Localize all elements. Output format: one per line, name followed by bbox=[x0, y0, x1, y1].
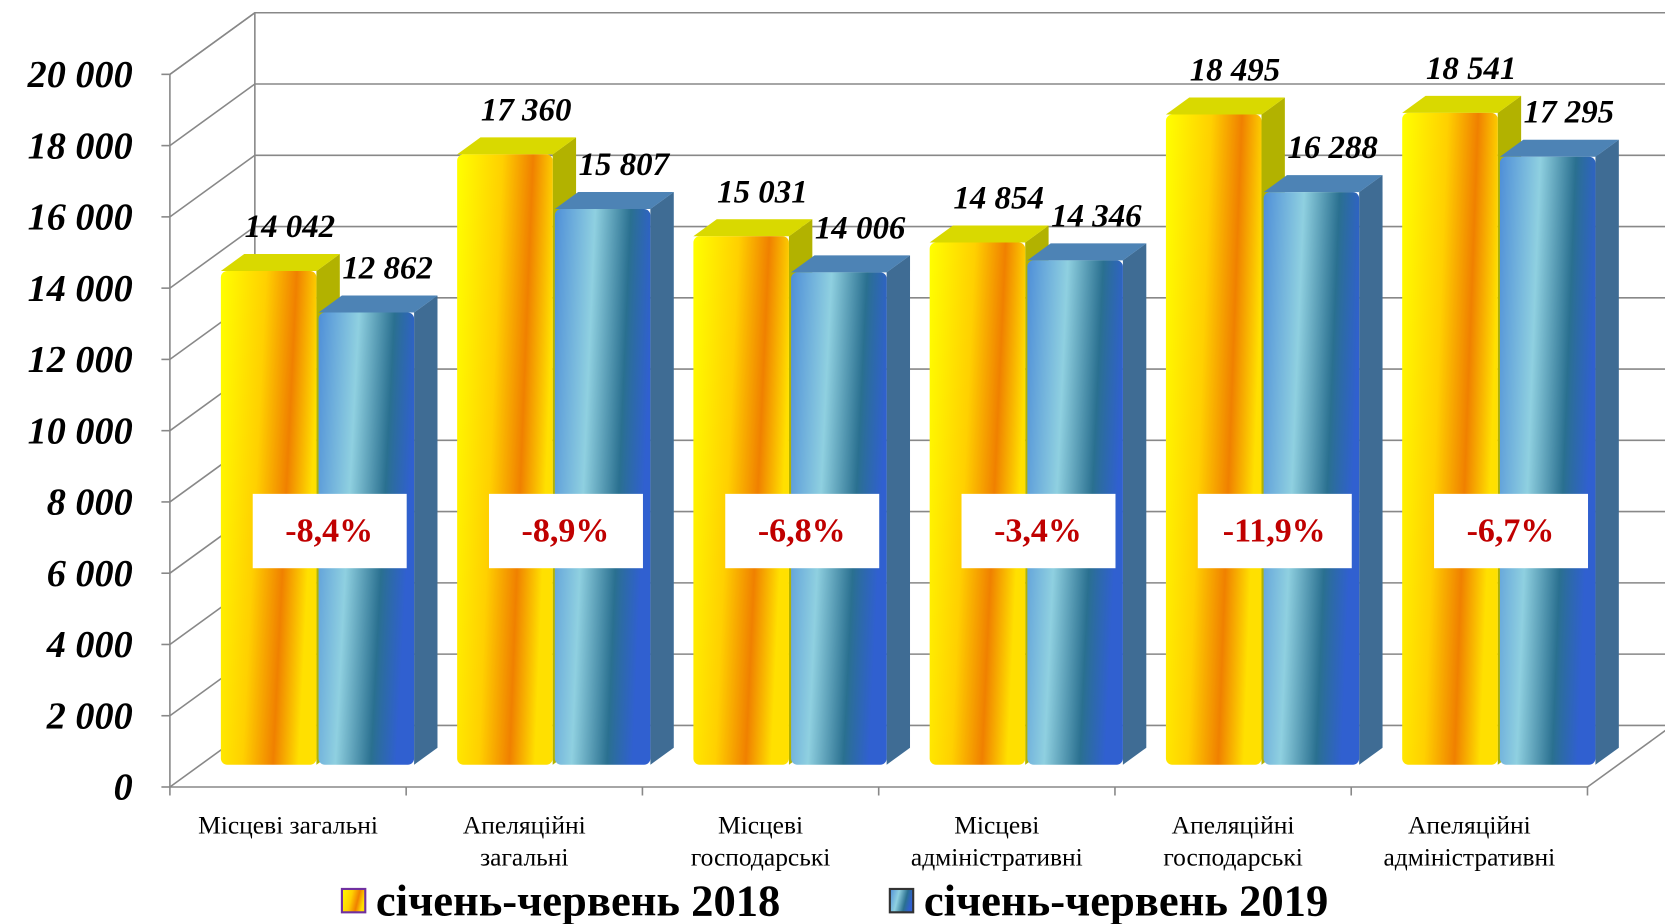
value-label: 16 288 bbox=[1287, 130, 1377, 166]
y-tick-label: 2 000 bbox=[46, 695, 133, 737]
x-tick-label: Місцеві bbox=[718, 811, 803, 840]
bar bbox=[1165, 114, 1262, 765]
y-tick-label: 8 000 bbox=[47, 482, 133, 524]
annotation-box bbox=[488, 493, 643, 569]
bar-side-shade bbox=[1359, 175, 1383, 765]
bar-top-shade bbox=[1402, 95, 1522, 113]
value-label: 15 807 bbox=[579, 147, 671, 183]
legend-label: січень-червень 2018 bbox=[376, 875, 780, 924]
bar-top-shade bbox=[791, 255, 911, 273]
bar-top bbox=[791, 255, 911, 273]
value-label: 15 031 bbox=[717, 174, 807, 210]
annotation-box bbox=[961, 493, 1116, 569]
bar-top bbox=[220, 254, 340, 272]
bar-side bbox=[414, 295, 438, 765]
bar-side-shade bbox=[414, 295, 438, 765]
bar-top-shade bbox=[1499, 139, 1619, 157]
legend-label: січень-червень 2019 bbox=[924, 875, 1328, 924]
legend-swatch bbox=[888, 887, 915, 914]
bar bbox=[457, 154, 553, 765]
y-tick-label: 6 000 bbox=[47, 553, 133, 595]
bar bbox=[554, 209, 651, 765]
bar-top-shade bbox=[220, 254, 340, 272]
x-tick-label: Місцеві загальні bbox=[198, 811, 378, 840]
bar bbox=[1402, 112, 1498, 765]
annotation: -8,4% bbox=[285, 513, 373, 550]
bar-side-shade bbox=[886, 255, 911, 765]
value-label: 18 541 bbox=[1426, 51, 1516, 87]
bar bbox=[1499, 156, 1596, 765]
bar bbox=[1263, 192, 1360, 765]
x-tick-label: Апеляційні bbox=[463, 811, 586, 840]
bar-top bbox=[1027, 243, 1147, 261]
annotation-box bbox=[1197, 493, 1352, 569]
x-tick-label: адміністративні bbox=[911, 843, 1083, 872]
value-label: 14 854 bbox=[953, 181, 1043, 217]
annotation: -3,4% bbox=[994, 513, 1082, 550]
value-label: 14 346 bbox=[1051, 198, 1142, 234]
bar-side-shade bbox=[1122, 243, 1147, 765]
annotation: -11,9% bbox=[1223, 513, 1326, 550]
x-tick-label: господарські bbox=[1163, 843, 1302, 872]
value-label: 14 042 bbox=[245, 209, 335, 245]
bar-top-shade bbox=[1027, 243, 1147, 261]
annotation: -6,7% bbox=[1467, 513, 1555, 550]
y-tick-label: 4 000 bbox=[46, 624, 133, 666]
y-tick-label: 14 000 bbox=[28, 268, 133, 310]
y-tick-label: 12 000 bbox=[28, 339, 133, 381]
bar-side bbox=[1122, 243, 1147, 765]
annotation-box bbox=[725, 493, 880, 569]
bar-side bbox=[650, 192, 674, 765]
bar-top-shade bbox=[929, 225, 1049, 243]
bar-top bbox=[693, 219, 813, 237]
bar-top-shade bbox=[1165, 97, 1285, 115]
bar-top-shade bbox=[1263, 175, 1383, 193]
grid-line bbox=[169, 11, 1665, 75]
x-tick-label: адміністративні bbox=[1383, 843, 1555, 872]
value-label: 14 006 bbox=[815, 210, 906, 246]
bar-top bbox=[1263, 175, 1383, 193]
grid-line bbox=[169, 83, 1665, 147]
value-label: 17 360 bbox=[481, 92, 571, 128]
bar-side bbox=[1359, 175, 1383, 765]
bar-top bbox=[1165, 97, 1285, 115]
annotation: -6,8% bbox=[758, 513, 846, 550]
bar-top bbox=[457, 137, 577, 155]
bar-top-shade bbox=[693, 219, 813, 237]
x-tick-label: Апеляційні bbox=[1408, 811, 1531, 840]
x-tick-label: загальні bbox=[480, 843, 568, 872]
x-tick-label: господарські bbox=[691, 843, 830, 872]
annotation: -8,9% bbox=[522, 513, 610, 550]
y-tick-label: 10 000 bbox=[28, 410, 133, 452]
bar-top bbox=[318, 295, 438, 313]
y-tick-label: 18 000 bbox=[28, 125, 133, 167]
x-tick-label: Місцеві bbox=[954, 811, 1039, 840]
bar-top bbox=[929, 225, 1049, 243]
bar-side bbox=[1595, 139, 1619, 765]
annotation-box bbox=[1434, 493, 1589, 569]
bar-side-shade bbox=[650, 192, 674, 765]
value-label: 17 295 bbox=[1524, 95, 1614, 131]
y-tick-label: 16 000 bbox=[28, 197, 133, 239]
bar-side bbox=[886, 255, 911, 765]
legend-swatch bbox=[340, 887, 367, 914]
bar-top bbox=[1499, 139, 1619, 157]
y-tick-label: 20 000 bbox=[27, 54, 133, 96]
bar-top bbox=[554, 192, 674, 210]
x-tick-label: Апеляційні bbox=[1172, 811, 1295, 840]
bar-side-shade bbox=[1595, 139, 1619, 765]
bar-top-shade bbox=[457, 137, 577, 155]
bar-top bbox=[1402, 95, 1522, 113]
value-label: 12 862 bbox=[342, 251, 432, 287]
bar-top-shade bbox=[554, 192, 674, 210]
bar-top-shade bbox=[318, 295, 438, 313]
annotation-box bbox=[252, 493, 407, 569]
value-label: 18 495 bbox=[1190, 53, 1280, 89]
y-tick-label: 0 bbox=[114, 767, 133, 809]
